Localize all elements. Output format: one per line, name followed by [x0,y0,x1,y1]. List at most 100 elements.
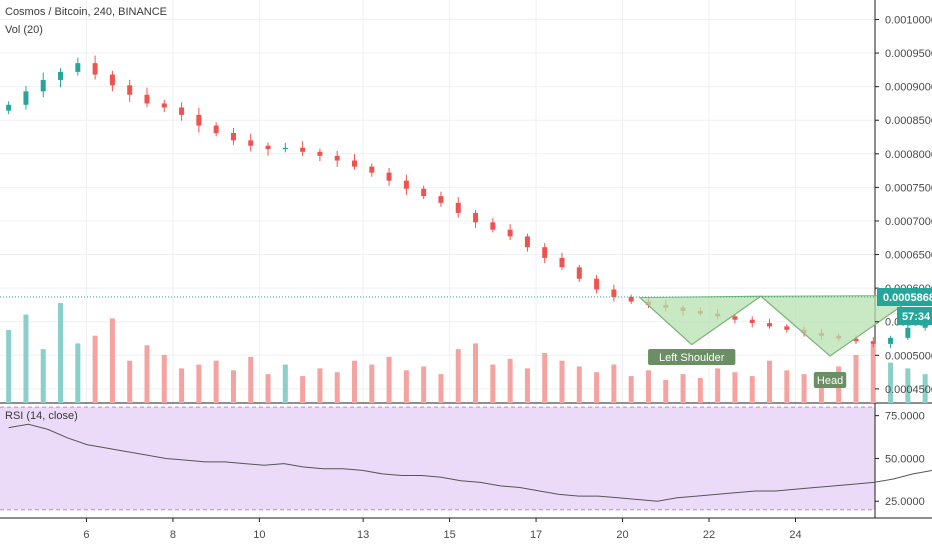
candle-body [6,104,12,111]
volume-bar [248,356,254,403]
rsi-axis: 25.0000 50.0000 75.0000 [875,411,925,508]
volume-bar [58,303,64,403]
current-price-text: 0.0005868 [883,292,932,304]
candle-body [265,145,271,150]
price-axis-label: 0.0007500 [885,182,932,194]
candle [334,151,340,167]
candle-body [248,140,254,146]
candle-body [767,323,773,327]
candle-body [559,257,565,268]
time-axis-label: 10 [253,529,265,541]
candle-body [611,289,617,297]
candle [351,154,357,170]
candle [421,185,427,200]
volume-bar [23,314,29,403]
volume-bar [490,364,496,403]
candle-body [870,341,876,344]
volume-bar [749,376,755,403]
volume-bar [473,343,479,403]
rsi-indicator-label: RSI (14, close) [5,410,78,422]
time-axis-label: 6 [83,529,89,541]
candle [144,87,150,107]
time-axis-label: 17 [530,529,542,541]
volume-bar [161,354,167,403]
time-axis-label: 22 [703,529,715,541]
candle-body [196,114,202,126]
candle-body [473,212,479,223]
candle [507,224,513,241]
pattern-outline [639,294,932,357]
candle [196,107,202,133]
candle-body [369,166,375,173]
candle [6,101,12,115]
candle [473,210,479,228]
volume-bar [317,368,323,403]
candle [905,324,911,340]
volume-bars [6,303,928,403]
left-shoulder-label-bg [648,349,736,365]
volume-bar [144,345,150,403]
candle-body [179,107,185,115]
candle [455,196,461,218]
rsi-axis-label: 25.0000 [885,496,925,508]
candles [6,55,928,349]
candle-body [490,222,496,230]
candle-body [334,155,340,161]
left-shoulder-label-text: Left Shoulder [659,352,725,364]
candle [784,324,790,333]
price-axis-label: 0.0006500 [885,250,932,262]
volume-bar [386,356,392,403]
left-shoulder-label: Left Shoulder [648,349,736,365]
volume-bar [127,360,133,403]
volume-indicator-label: Vol (20) [5,24,43,36]
candle-body [144,94,150,104]
countdown-badge-bg [897,307,932,326]
volume-bar [680,374,686,403]
candle-body [421,188,427,197]
volume-bar [403,370,409,403]
volume-bar [905,368,911,403]
price-axis-label: 0.0010000 [885,14,932,26]
volume-bar [109,318,115,403]
volume-bar [922,374,928,403]
candle-body [594,278,600,290]
volume-bar [732,372,738,403]
candle-body [213,125,219,133]
candle [732,314,738,324]
volume-bar [524,368,530,403]
candle-body [628,296,634,302]
volume-bar [715,368,721,403]
volume-bar [92,335,98,403]
rsi-line [8,423,932,502]
symbol-title: Cosmos / Bitcoin, 240, BINANCE [5,6,168,18]
candle [611,284,617,302]
volume-bar [611,364,617,403]
candle-body [58,71,64,80]
volume-bar [230,370,236,403]
current-price-badge-bg [877,288,932,307]
candle-body [403,180,409,189]
candle-body [853,338,859,342]
volume-bar [507,358,513,403]
candle [870,337,876,348]
candle [524,233,530,252]
candle [628,294,634,304]
candle-body [386,172,392,181]
volume-bar [594,372,600,403]
candle [542,243,548,264]
candle-body [455,202,461,213]
candle-body [784,326,790,330]
candle-body [127,85,133,95]
time-axis-label: 20 [616,529,628,541]
volume-bar [542,353,548,403]
candle-body [542,247,548,258]
candle-body [300,147,306,152]
candle [576,264,582,283]
candle [40,72,46,98]
rsi-axis-label: 75.0000 [885,411,925,423]
volume-bar [282,364,288,403]
candle-body [23,91,29,105]
candle [300,141,306,157]
candle [282,142,288,153]
